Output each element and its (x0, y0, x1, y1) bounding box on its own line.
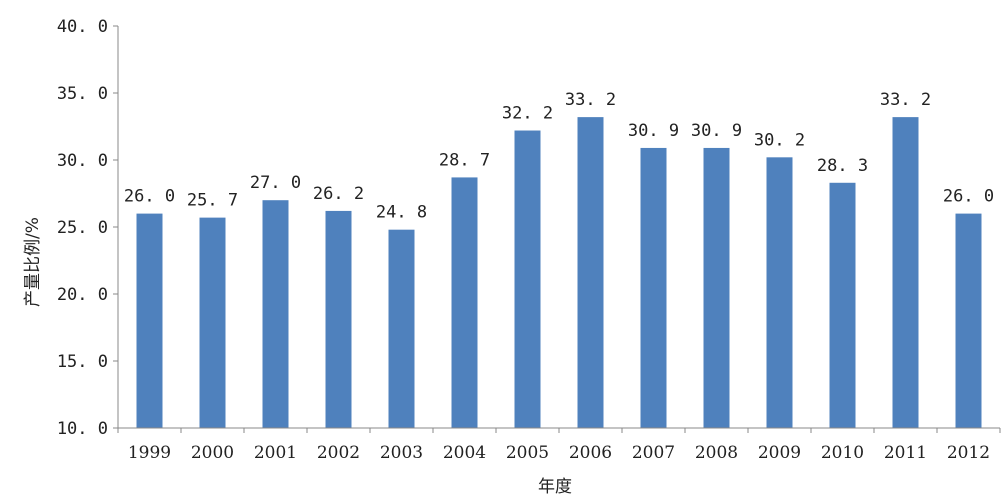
data-label-2002: 26. 2 (313, 184, 364, 204)
bar-2003 (388, 229, 415, 428)
y-tick-label: 40. 0 (57, 17, 108, 37)
x-tick-label-2006: 2006 (569, 443, 612, 463)
data-label-2006: 33. 2 (565, 90, 616, 110)
y-axis-title: 产量比例/% (23, 217, 43, 307)
x-tick-label-2009: 2009 (758, 443, 801, 463)
x-axis-title: 年度 (538, 477, 572, 497)
data-label-2007: 30. 9 (628, 121, 679, 141)
x-tick-label-2004: 2004 (443, 443, 486, 463)
bar-2005 (514, 130, 541, 428)
bar-2007 (640, 147, 667, 428)
data-label-2011: 33. 2 (880, 90, 931, 110)
y-tick-label: 25. 0 (57, 218, 108, 238)
bar-2002 (325, 210, 352, 428)
x-tick-label-2012: 2012 (947, 443, 990, 463)
y-axis-ticks: 10. 0 15. 0 20. 0 25. 0 30. 0 35. 0 40. 0 (57, 17, 118, 439)
bar-2008 (703, 147, 730, 428)
data-label-1999: 26. 0 (124, 187, 175, 207)
x-tick-label-2010: 2010 (821, 443, 864, 463)
x-tick-label-2001: 2001 (254, 443, 297, 463)
y-tick-label: 35. 0 (57, 84, 108, 104)
bar-2006 (577, 117, 604, 429)
bar-2010 (829, 182, 856, 428)
data-label-2004: 28. 7 (439, 150, 490, 170)
x-tick-label-2005: 2005 (506, 443, 549, 463)
x-tick-label-2003: 2003 (380, 443, 423, 463)
x-tick-label-2000: 2000 (191, 443, 234, 463)
x-tick-label-2011: 2011 (884, 443, 927, 463)
bar-2011 (892, 117, 919, 429)
bar-2009 (766, 157, 793, 428)
data-label-2009: 30. 2 (754, 130, 805, 150)
bar-series (136, 117, 982, 429)
data-labels: 26. 0 25. 7 27. 0 26. 2 24. 8 28. 7 32. 2 33. 2… (124, 90, 994, 223)
data-label-2008: 30. 9 (691, 121, 742, 141)
bar-2004 (451, 177, 478, 428)
x-tick-label-1999: 1999 (128, 443, 171, 463)
bar-2000 (199, 217, 226, 428)
x-axis-tick-labels: 1999 2000 2001 2002 2003 2004 2005 2006 2007 2008… (117, 428, 1001, 463)
data-label-2010: 28. 3 (817, 156, 868, 176)
y-tick-label: 30. 0 (57, 151, 108, 171)
bar-2012 (955, 213, 982, 428)
y-tick-label: 20. 0 (57, 285, 108, 305)
bar-1999 (136, 213, 163, 428)
y-tick-label: 15. 0 (57, 352, 108, 372)
bar-2001 (262, 200, 289, 428)
x-tick-label-2007: 2007 (632, 443, 675, 463)
y-tick-label: 10. 0 (57, 419, 108, 439)
x-tick-label-2002: 2002 (317, 443, 360, 463)
data-label-2003: 24. 8 (376, 203, 427, 223)
x-tick-label-2008: 2008 (695, 443, 738, 463)
data-label-2000: 25. 7 (187, 191, 238, 211)
data-label-2001: 27. 0 (250, 173, 301, 193)
data-label-2012: 26. 0 (943, 187, 994, 207)
data-label-2005: 32. 2 (502, 104, 553, 124)
